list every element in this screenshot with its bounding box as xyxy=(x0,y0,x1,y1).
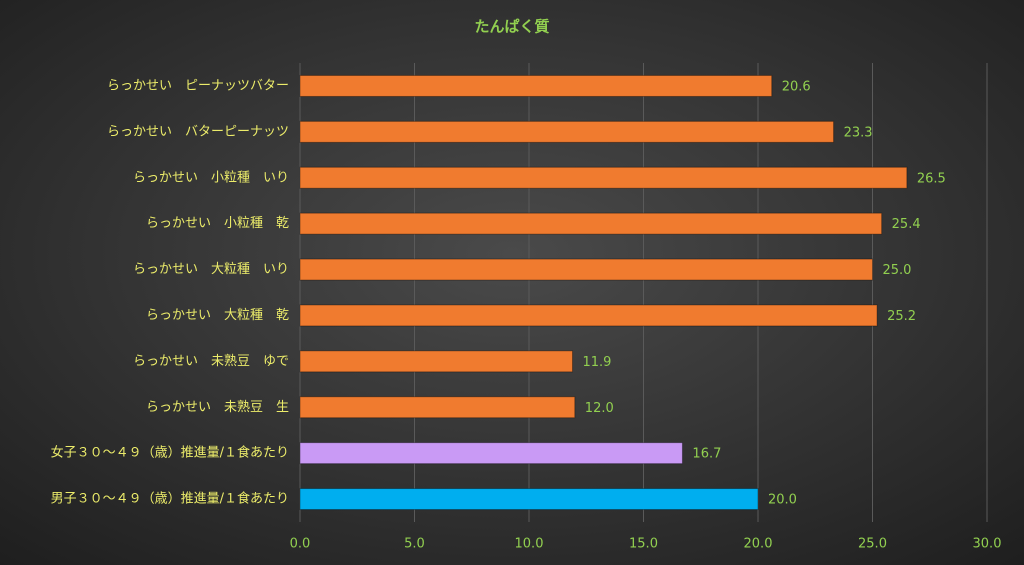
bars xyxy=(299,74,908,511)
value-label: 20.0 xyxy=(768,493,797,508)
x-tick-label: 25.0 xyxy=(858,537,887,552)
value-label: 16.7 xyxy=(692,447,721,462)
x-tick-label: 10.0 xyxy=(515,537,544,552)
bar xyxy=(299,212,883,235)
value-label: 12.0 xyxy=(585,401,614,416)
y-tick-label: 女子３０～４９（歳）推進量/１食あたり xyxy=(51,445,289,461)
bar xyxy=(299,74,773,97)
bar xyxy=(299,166,908,189)
y-tick-label: 男子３０～４９（歳）推進量/１食あたり xyxy=(51,491,289,507)
value-label: 20.6 xyxy=(782,79,811,94)
bar xyxy=(299,442,683,465)
value-label: 11.9 xyxy=(583,355,612,370)
y-tick-label: らっかせい 未熟豆 ゆで xyxy=(133,353,289,369)
value-label: 25.2 xyxy=(887,309,916,324)
bar xyxy=(299,304,878,327)
y-tick-label: らっかせい 未熟豆 生 xyxy=(146,399,289,415)
bar xyxy=(299,258,873,281)
bar xyxy=(299,488,759,511)
x-tick-label: 5.0 xyxy=(404,537,425,552)
x-tick-label: 0.0 xyxy=(290,537,311,552)
value-label: 25.0 xyxy=(883,263,912,278)
y-tick-label: らっかせい 小粒種 いり xyxy=(133,169,289,185)
x-tick-label: 15.0 xyxy=(629,537,658,552)
x-tick-label: 30.0 xyxy=(973,537,1002,552)
value-label: 23.3 xyxy=(844,125,873,140)
bar xyxy=(299,120,835,143)
x-tick-label: 20.0 xyxy=(744,537,773,552)
chart-title: たんぱく質 xyxy=(474,18,549,36)
value-label: 26.5 xyxy=(917,171,946,186)
value-label: 25.4 xyxy=(892,217,921,232)
y-tick-label: らっかせい 小粒種 乾 xyxy=(146,215,289,231)
bar xyxy=(299,350,574,373)
y-tick-label: らっかせい ピーナッツバター xyxy=(107,78,289,93)
y-tick-label: らっかせい バターピーナッツ xyxy=(107,124,289,139)
y-tick-label: らっかせい 大粒種 いり xyxy=(133,261,289,277)
y-tick-label: らっかせい 大粒種 乾 xyxy=(146,307,289,323)
bar xyxy=(299,396,576,419)
